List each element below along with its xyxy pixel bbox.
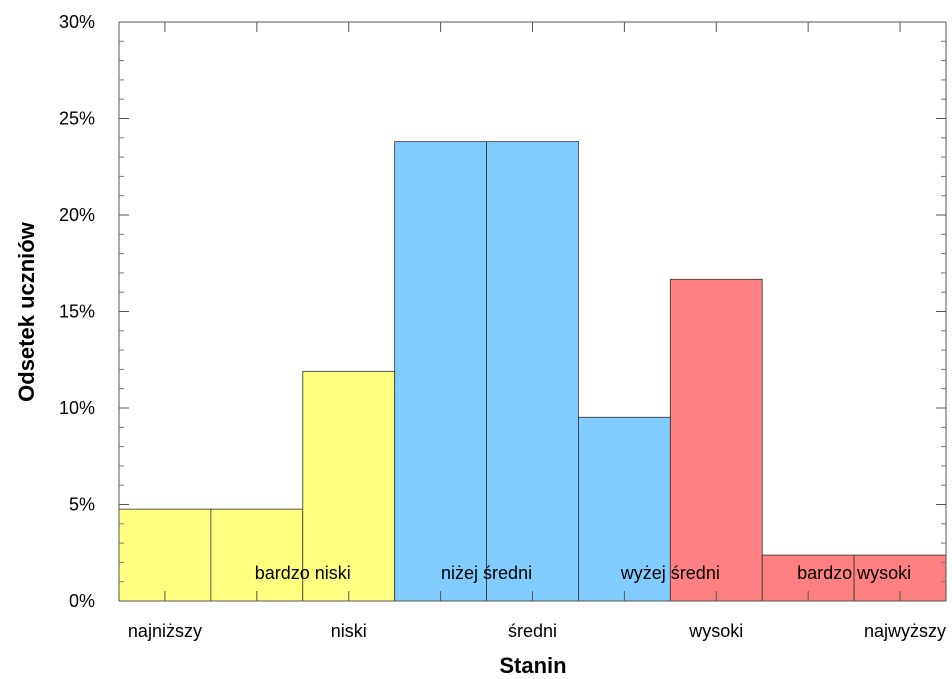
group-label: wyżej średni: [620, 563, 720, 583]
bar-stanin-1: [118, 508, 212, 602]
bar-stanin-6: [578, 416, 671, 602]
bar-stanin-3: [302, 370, 396, 602]
x-axis-title: Stanin: [499, 653, 566, 678]
bar-stanin-2: [210, 508, 304, 602]
group-label: niżej średni: [441, 563, 532, 583]
x-tick-label: najwyższy: [864, 621, 946, 641]
x-tick-label: niski: [331, 621, 367, 641]
bars: [118, 141, 947, 602]
y-tick-label: 20%: [59, 205, 95, 225]
y-axis-title: Odsetek uczniów: [14, 221, 39, 402]
bar-stanin-7: [669, 278, 763, 602]
y-tick-label: 30%: [59, 12, 95, 32]
y-ticks: 0% 5% 10% 15% 20% 25% 30%: [59, 12, 946, 611]
bar-stanin-8: [761, 554, 855, 602]
x-tick-label: średni: [508, 621, 557, 641]
x-tick-label: wysoki: [688, 621, 743, 641]
y-tick-label: 5%: [69, 495, 95, 515]
group-labels: bardzo niski niżej średni wyżej średni bard…: [255, 563, 911, 583]
group-label: bardzo wysoki: [797, 563, 911, 583]
bar-stanin-5: [486, 141, 579, 602]
x-tick-label: najniższy: [128, 621, 202, 641]
group-label: bardzo niski: [255, 563, 351, 583]
y-tick-label: 0%: [69, 591, 95, 611]
x-ticks: najniższy niski średni wysoki najwyższy: [128, 22, 946, 641]
y-tick-label: 10%: [59, 398, 95, 418]
bar-stanin-4: [394, 141, 487, 602]
y-tick-label: 15%: [59, 302, 95, 322]
y-tick-label: 25%: [59, 109, 95, 129]
